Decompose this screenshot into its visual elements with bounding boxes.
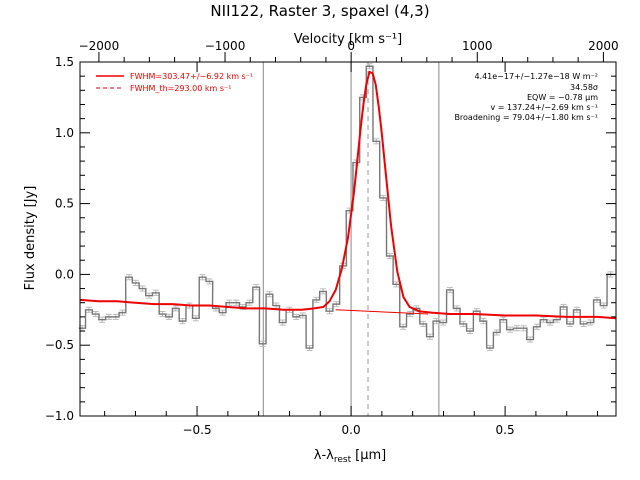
y-tick-label-5: 1.5 <box>55 55 74 69</box>
annotation-velocity: v = 137.24+/−2.69 km s⁻¹ <box>490 103 598 112</box>
y-tick-label-3: 0.5 <box>55 197 74 211</box>
x-tick-label-1: 0.0 <box>342 423 361 437</box>
top-tick-label-4: 2000 <box>588 39 619 53</box>
x-axis-label: λ-λrest [μm] <box>314 448 386 465</box>
y-tick-label-0: −1.0 <box>45 409 74 423</box>
annotation-snr: 34.58σ <box>570 83 598 92</box>
x-axis-label-sub: rest <box>334 455 352 465</box>
y-axis-label: Flux density [Jy] <box>23 186 38 291</box>
gaussian-fit-line <box>79 70 617 320</box>
top-axis-label: Velocity [km s⁻¹] <box>294 32 402 47</box>
annotation-line-flux: 4.41e−17+/−1.27e−18 W m⁻² <box>474 72 598 81</box>
guide-lines <box>262 62 440 416</box>
x-tick-label-0: −0.5 <box>182 423 211 437</box>
y-tick-label-4: 1.0 <box>55 126 74 140</box>
x-tick-label-2: 0.5 <box>496 423 515 437</box>
annotation-broadening: Broadening = 79.04+/−1.80 km s⁻¹ <box>454 113 598 122</box>
y-tick-label-1: −0.5 <box>45 338 74 352</box>
top-tick-label-0: −2000 <box>79 39 120 53</box>
legend-label-fwhm-th: FWHM_th=293.00 km s⁻¹ <box>130 84 231 93</box>
continuum-line <box>335 309 429 315</box>
top-tick-label-2: 0 <box>347 39 355 53</box>
x-axis-label-unit: [μm] <box>355 448 386 463</box>
annotations: 4.41e−17+/−1.27e−18 W m⁻² 34.58σ EQW = −… <box>454 72 598 122</box>
axis-ticks: −0.5 0.0 0.5 −1.0 −0.5 0.0 0.5 1.0 1.5 −2000 −1000… <box>45 39 619 437</box>
legend-label-fwhm: FWHM=303.47+/−6.92 km s⁻¹ <box>130 72 253 81</box>
annotation-eqw: EQW = −0.78 μm <box>527 93 598 102</box>
x-axis-label-main: λ-λ <box>314 448 334 463</box>
top-tick-label-1: −1000 <box>205 39 246 53</box>
top-tick-label-3: 1000 <box>462 39 493 53</box>
y-tick-label-2: 0.0 <box>55 267 74 281</box>
chart-title: NII122, Raster 3, spaxel (4,3) <box>210 2 429 20</box>
spectrum-series-line <box>78 65 614 349</box>
legend: FWHM=303.47+/−6.92 km s⁻¹ FWHM_th=293.00… <box>96 72 253 93</box>
